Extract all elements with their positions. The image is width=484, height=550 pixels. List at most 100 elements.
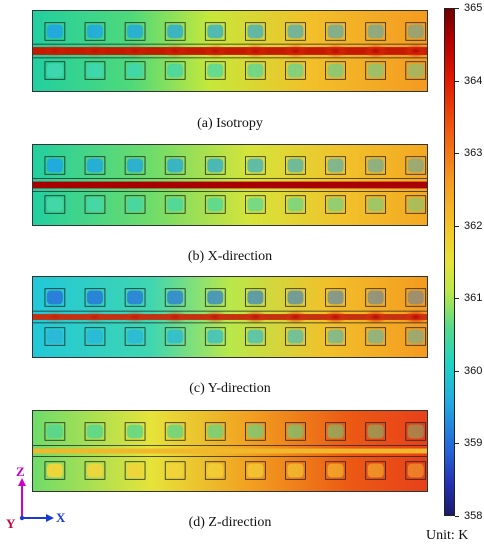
cell-bottom-7 xyxy=(287,463,304,478)
cell-top-10 xyxy=(407,290,424,305)
cell-top-6 xyxy=(247,290,264,305)
heat-channel xyxy=(33,314,427,320)
colorbar-tick-label: 364 xyxy=(464,74,483,87)
cell-top-2 xyxy=(87,158,103,173)
caption-x-direction: (b) X-direction xyxy=(187,249,273,264)
cell-top-9 xyxy=(367,290,384,305)
cell-bottom-5 xyxy=(207,329,224,344)
cell-bottom-4 xyxy=(167,197,184,212)
cell-bottom-1 xyxy=(46,329,63,344)
cell-bottom-6 xyxy=(247,63,264,78)
cell-bottom-2 xyxy=(87,329,103,344)
cell-top-9 xyxy=(367,158,384,173)
cell-top-2 xyxy=(87,424,103,439)
cell-top-3 xyxy=(127,158,144,173)
cell-bottom-8 xyxy=(327,197,344,212)
cell-bottom-10 xyxy=(407,329,424,344)
cell-bottom-4 xyxy=(167,329,184,344)
cell-top-4 xyxy=(167,24,184,39)
axis-y-label: Y xyxy=(6,516,16,531)
colorbar-tick-mark xyxy=(455,8,459,9)
cell-top-7 xyxy=(287,290,304,305)
cell-top-2 xyxy=(87,290,103,305)
cell-bottom-7 xyxy=(287,197,304,212)
cell-top-1 xyxy=(46,24,63,39)
cell-bottom-9 xyxy=(367,63,384,78)
cell-top-2 xyxy=(87,24,103,39)
cell-top-3 xyxy=(127,290,144,305)
cell-bottom-5 xyxy=(207,63,224,78)
cell-top-9 xyxy=(367,424,384,439)
caption-isotropy: (a) Isotropy xyxy=(197,116,263,131)
cell-top-6 xyxy=(247,158,264,173)
cell-top-5 xyxy=(207,158,224,173)
colorbar-tick-label: 362 xyxy=(464,219,483,232)
cell-top-3 xyxy=(127,424,144,439)
colorbar-tick-mark xyxy=(455,370,459,372)
cell-bottom-1 xyxy=(46,463,63,478)
colorbar xyxy=(444,8,455,516)
cell-bottom-2 xyxy=(87,463,103,478)
cell-top-6 xyxy=(247,424,264,439)
cell-bottom-9 xyxy=(367,463,384,478)
colorbar-tick-mark xyxy=(455,516,459,517)
cell-bottom-4 xyxy=(167,463,184,478)
cell-bottom-6 xyxy=(247,197,264,212)
axis-z-label: Z xyxy=(16,464,25,479)
cell-top-1 xyxy=(46,158,63,173)
cell-bottom-6 xyxy=(247,329,264,344)
unit-label: Unit: K xyxy=(426,528,469,543)
colorbar-tick-mark xyxy=(455,80,459,82)
cell-top-9 xyxy=(367,24,384,39)
cell-bottom-5 xyxy=(207,197,224,212)
colorbar-tick-label: 365 xyxy=(464,2,483,14)
cell-top-6 xyxy=(247,24,264,39)
cell-bottom-8 xyxy=(327,463,344,478)
cell-bottom-8 xyxy=(327,63,344,78)
cell-top-5 xyxy=(207,424,224,439)
temperature-field xyxy=(33,277,427,357)
cell-bottom-6 xyxy=(247,463,264,478)
cell-bottom-3 xyxy=(127,463,144,478)
colorbar-tick-mark xyxy=(455,298,459,300)
cell-top-7 xyxy=(287,24,304,39)
heat-channel xyxy=(33,47,427,55)
cell-top-10 xyxy=(407,24,424,39)
temperature-field xyxy=(33,411,427,491)
cell-bottom-8 xyxy=(327,329,344,344)
cell-top-4 xyxy=(167,424,184,439)
cell-bottom-7 xyxy=(287,63,304,78)
colorbar-tick-label: 363 xyxy=(464,147,483,160)
cell-top-1 xyxy=(46,290,63,305)
temperature-field xyxy=(33,145,427,225)
colorbar-tick-label: 358 xyxy=(464,510,483,522)
colorbar-tick-mark xyxy=(455,443,459,445)
cell-top-10 xyxy=(407,158,424,173)
colorbar-tick-mark xyxy=(455,153,459,155)
cell-bottom-5 xyxy=(207,463,224,478)
heat-channel xyxy=(33,181,427,189)
cell-bottom-3 xyxy=(127,329,144,344)
caption-z-direction: (d) Z-direction xyxy=(188,515,272,530)
cell-top-8 xyxy=(327,290,344,305)
cell-bottom-7 xyxy=(287,329,304,344)
caption-y-direction: (c) Y-direction xyxy=(189,381,271,396)
cell-top-4 xyxy=(167,158,184,173)
axis-x-label: X xyxy=(56,510,66,525)
colorbar-tick-label: 359 xyxy=(464,437,483,450)
cell-bottom-1 xyxy=(46,197,63,212)
cell-bottom-10 xyxy=(407,63,424,78)
cell-top-5 xyxy=(207,290,224,305)
cell-top-1 xyxy=(46,424,63,439)
cell-bottom-4 xyxy=(167,63,184,78)
panel-x-direction xyxy=(32,144,428,226)
panel-z-direction xyxy=(32,410,428,492)
cell-top-8 xyxy=(327,424,344,439)
panel-isotropy xyxy=(32,10,428,92)
cell-top-8 xyxy=(327,24,344,39)
cell-bottom-10 xyxy=(407,463,424,478)
cell-bottom-1 xyxy=(46,63,63,78)
colorbar-tick-label: 360 xyxy=(464,364,483,377)
cell-bottom-3 xyxy=(127,197,144,212)
cell-bottom-9 xyxy=(367,197,384,212)
